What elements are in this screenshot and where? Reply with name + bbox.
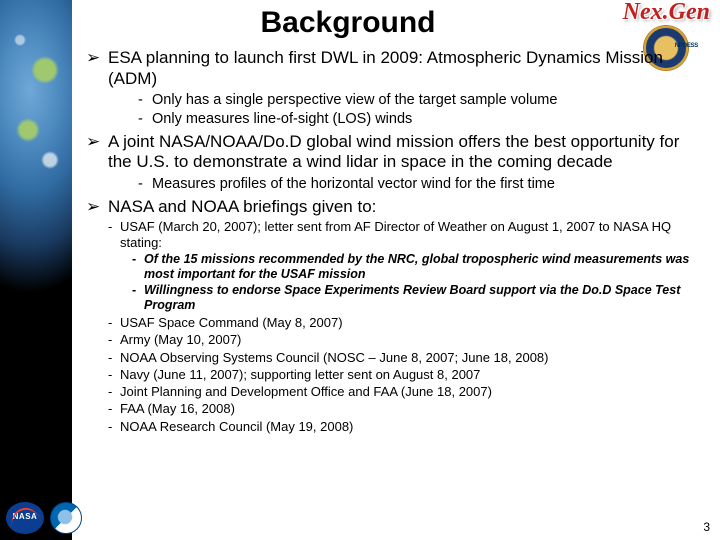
sub2-bullet-item: Navy (June 11, 2007); supporting letter … (108, 367, 700, 383)
sub2-bullet-item: Army (May 10, 2007) (108, 332, 700, 348)
sub2-bullet-item: USAF Space Command (May 8, 2007) (108, 315, 700, 331)
slide-content: Background ESA planning to launch first … (78, 0, 714, 540)
sub2-bullet-item: FAA (May 16, 2008) (108, 401, 700, 417)
earth-sidebar-image (0, 0, 72, 540)
sub-bullet-item: Only has a single perspective view of th… (138, 91, 700, 109)
sub-bullet-item: Only measures line-of-sight (LOS) winds (138, 110, 700, 128)
page-number: 3 (703, 520, 710, 534)
sub-bullet-item: Measures profiles of the horizontal vect… (138, 175, 700, 193)
sub2-bullet-item: Joint Planning and Development Office an… (108, 384, 700, 400)
main-bullet-list: ESA planning to launch first DWL in 2009… (86, 48, 700, 435)
bullet-text: ESA planning to launch first DWL in 2009… (108, 48, 663, 88)
sub2-bullet-item: NOAA Observing Systems Council (NOSC – J… (108, 350, 700, 366)
bullet-item: NASA and NOAA briefings given to: USAF (… (86, 197, 700, 434)
sub3-bullet-item: Willingness to endorse Space Experiments… (132, 283, 700, 314)
sub3-bullet-list: Of the 15 missions recommended by the NR… (132, 252, 700, 315)
bullet-item: ESA planning to launch first DWL in 2009… (86, 48, 700, 128)
bullet-item: A joint NASA/NOAA/Do.D global wind missi… (86, 132, 700, 194)
bullet-text: NASA and NOAA briefings given to: (108, 197, 376, 216)
sub2-bullet-list: USAF (March 20, 2007); letter sent from … (108, 219, 700, 435)
sub2-text: USAF (March 20, 2007); letter sent from … (120, 219, 671, 250)
nasa-logo-icon (6, 502, 44, 534)
bullet-text: A joint NASA/NOAA/Do.D global wind missi… (108, 132, 679, 172)
sub2-bullet-item: NOAA Research Council (May 19, 2008) (108, 419, 700, 435)
bottom-logos (6, 502, 82, 534)
sub3-bullet-item: Of the 15 missions recommended by the NR… (132, 252, 700, 283)
sub-bullet-list: Only has a single perspective view of th… (138, 91, 700, 127)
sub-bullet-list: Measures profiles of the horizontal vect… (138, 175, 700, 193)
sub2-bullet-item: USAF (March 20, 2007); letter sent from … (108, 219, 700, 314)
slide-title: Background (86, 6, 700, 40)
